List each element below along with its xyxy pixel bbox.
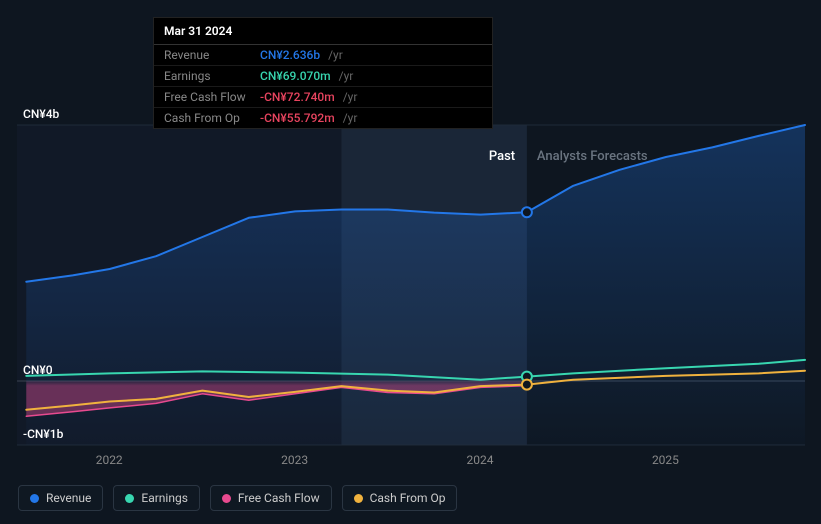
tooltip-row: Earnings CN¥69.070m/yr [154,66,492,87]
x-axis-label: 2023 [281,453,308,467]
tooltip-row-value: CN¥69.070m [260,69,331,83]
y-axis-label: -CN¥1b [23,427,63,441]
legend-label: Revenue [46,491,91,505]
tooltip-row: Cash From Op -CN¥55.792m/yr [154,108,492,128]
chart-tooltip: Mar 31 2024 Revenue CN¥2.636b/yr Earnings C… [153,17,493,129]
forecast-label: Analysts Forecasts [537,149,648,164]
tooltip-row-unit: /yr [343,90,358,104]
tooltip-date: Mar 31 2024 [154,18,492,45]
tooltip-row-value: -CN¥55.792m [260,111,335,125]
past-label: Past [489,149,515,164]
legend-label: Cash From Op [370,491,446,505]
legend-item-revenue[interactable]: Revenue [18,485,103,511]
tooltip-row-label: Free Cash Flow [164,90,252,104]
tooltip-row: Revenue CN¥2.636b/yr [154,45,492,66]
tooltip-row-value: -CN¥72.740m [260,90,335,104]
tooltip-row-label: Revenue [164,48,252,62]
tooltip-row-unit: /yr [339,69,354,83]
legend-dot-icon [30,494,39,503]
chart-legend: Revenue Earnings Free Cash Flow Cash From O… [18,485,457,511]
y-axis-label: CN¥0 [23,363,53,377]
legend-label: Free Cash Flow [238,491,320,505]
x-axis-label: 2022 [96,453,123,467]
legend-item-earnings[interactable]: Earnings [113,485,200,511]
tooltip-row-unit: /yr [328,48,343,62]
legend-item-free-cash-flow[interactable]: Free Cash Flow [210,485,332,511]
legend-label: Earnings [141,491,188,505]
legend-dot-icon [222,494,231,503]
tooltip-row-label: Cash From Op [164,111,252,125]
legend-dot-icon [354,494,363,503]
tooltip-row-label: Earnings [164,69,252,83]
legend-dot-icon [125,494,134,503]
x-axis-label: 2025 [652,453,679,467]
tooltip-row-value: CN¥2.636b [260,48,320,62]
legend-item-cash-from-op[interactable]: Cash From Op [342,485,458,511]
tooltip-row: Free Cash Flow -CN¥72.740m/yr [154,87,492,108]
y-axis-label: CN¥4b [23,107,59,121]
tooltip-row-unit: /yr [343,111,358,125]
financial-chart: Mar 31 2024 Revenue CN¥2.636b/yr Earnings C… [0,0,821,524]
x-axis-label: 2024 [467,453,494,467]
